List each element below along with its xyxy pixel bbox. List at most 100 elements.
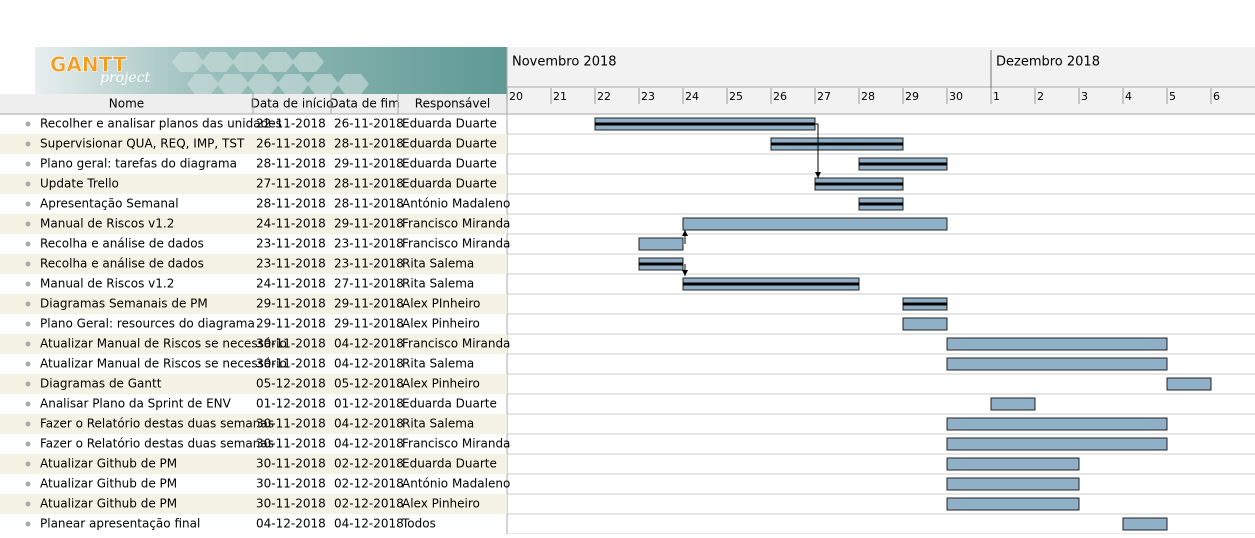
dependency-head [815,172,821,178]
task-start: 26-11-2018 [256,137,326,151]
task-end: 04-12-2018 [334,437,404,451]
task-name: Atualizar Github de PM [40,497,177,511]
column-header: Data de fim [329,97,400,111]
task-bar [682,217,948,231]
row-bullet [25,261,31,267]
task-name: Atualizar Github de PM [40,457,177,471]
task-start: 30-11-2018 [256,417,326,431]
progress-line [639,262,683,266]
row-bullet [25,461,31,467]
task-resource: Rita Salema [402,417,474,431]
task-name: Fazer o Relatório destas duas semanas [40,417,274,431]
row-stripe [0,254,507,274]
row-bullet [25,341,31,347]
column-header: Responsável [415,97,490,111]
task-resource: Eduarda Duarte [402,397,497,411]
task-end: 27-11-2018 [334,277,404,291]
row-stripe [0,454,507,474]
task-resource: Alex Pinheiro [402,317,480,331]
day-label: 3 [1081,90,1088,103]
row-bullet [25,181,31,187]
task-start: 28-11-2018 [256,197,326,211]
row-bullet [25,301,31,307]
row-stripe [0,374,507,394]
task-name: Atualizar Manual de Riscos se necessário [40,357,287,371]
progress-line [683,282,859,286]
row-stripe [0,214,507,234]
timeline-header [507,47,1255,114]
dependency-head [682,270,688,276]
task-name: Planear apresentação final [40,517,200,531]
row-bullet [25,241,31,247]
task-start: 23-11-2018 [256,237,326,251]
task-name: Plano Geral: resources do diagrama [40,317,255,331]
day-label: 25 [729,90,743,103]
day-label: 29 [905,90,919,103]
day-label: 27 [817,90,831,103]
task-name: Update Trello [40,177,119,191]
task-start: 29-11-2018 [256,297,326,311]
logo-sub: project [100,70,151,86]
task-resource: Francisco Miranda [402,337,510,351]
task-name: Diagramas Semanais de PM [40,297,208,311]
task-start: 04-12-2018 [256,517,326,531]
row-bullet [25,521,31,527]
row-bullet [25,361,31,367]
progress-line [815,182,903,186]
row-stripe [0,494,507,514]
month-label: Novembro 2018 [512,55,617,70]
task-resource: Todos [401,517,436,531]
task-end: 23-11-2018 [334,237,404,251]
month-label: Dezembro 2018 [996,55,1100,70]
task-bar [990,397,1036,411]
task-start: 30-11-2018 [256,477,326,491]
task-start: 23-11-2018 [256,257,326,271]
task-start: 24-11-2018 [256,217,326,231]
task-bar [638,237,684,251]
task-resource: Rita Salema [402,277,474,291]
task-resource: Alex Pinheiro [402,497,480,511]
task-resource: Francisco Miranda [402,437,510,451]
task-name: Plano geral: tarefas do diagrama [40,157,237,171]
hex-pattern [172,52,369,94]
task-start: 05-12-2018 [256,377,326,391]
task-resource: Rita Salema [402,257,474,271]
task-name: Manual de Riscos v1.2 [40,217,174,231]
task-resource: Rita Salema [402,357,474,371]
progress-line [903,302,947,306]
task-bar [946,477,1080,491]
row-bullet [25,201,31,207]
row-bullet [25,381,31,387]
task-end: 05-12-2018 [334,377,404,391]
task-bar [1166,377,1212,391]
task-start: 01-12-2018 [256,397,326,411]
task-name: Diagramas de Gantt [40,377,162,391]
task-start: 27-11-2018 [256,177,326,191]
task-end: 26-11-2018 [334,117,404,131]
task-end: 28-11-2018 [334,137,404,151]
task-start: 30-11-2018 [256,337,326,351]
task-name: Manual de Riscos v1.2 [40,277,174,291]
row-bullet [25,281,31,287]
task-name: Recolher e analisar planos das unidades [40,117,282,131]
row-bullet [25,421,31,427]
column-header: Data de início [251,97,334,111]
task-end: 29-11-2018 [334,217,404,231]
task-name: Atualizar Manual de Riscos se necessário [40,337,287,351]
task-end: 28-11-2018 [334,177,404,191]
task-start: 24-11-2018 [256,277,326,291]
row-bullet [25,141,31,147]
task-bar [946,337,1168,351]
task-start: 30-11-2018 [256,437,326,451]
task-bar [946,357,1168,371]
day-label: 22 [597,90,611,103]
dependency-head [682,230,688,236]
task-end: 04-12-2018 [334,417,404,431]
row-stripe [0,414,507,434]
task-bar [946,417,1168,431]
row-stripe [0,294,507,314]
task-end: 02-12-2018 [334,457,404,471]
day-label: 28 [861,90,875,103]
day-label: 5 [1169,90,1176,103]
